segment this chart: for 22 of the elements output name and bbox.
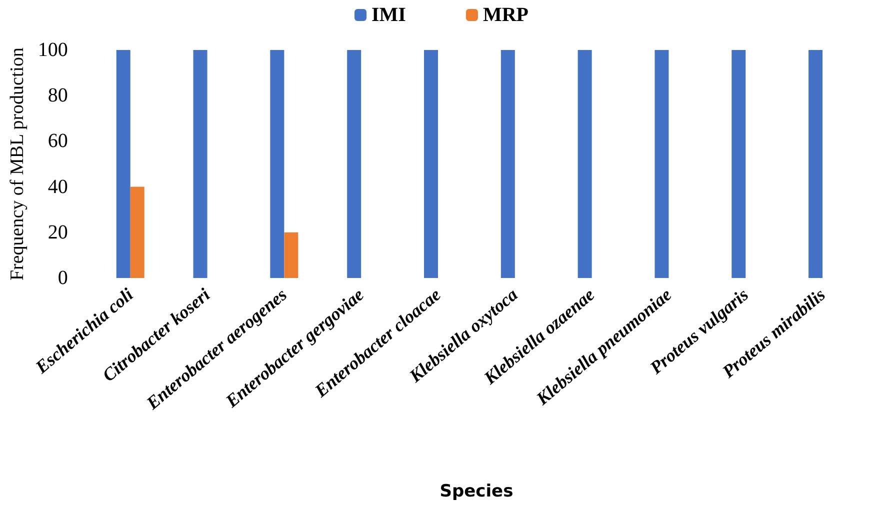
bar <box>130 186 144 278</box>
bar <box>347 50 362 278</box>
y-tick-label: 40 <box>48 176 68 198</box>
bar <box>116 50 130 278</box>
bar <box>270 50 284 278</box>
bar <box>732 50 746 278</box>
bar <box>500 50 515 278</box>
legend-label: MRP <box>482 4 528 26</box>
y-tick-label: 0 <box>58 267 68 289</box>
bar <box>284 232 298 278</box>
bar <box>578 50 592 278</box>
y-axis-title: Frequency of MBL production <box>7 46 28 281</box>
y-tick-label: 60 <box>48 130 68 152</box>
y-tick-label: 100 <box>38 39 68 61</box>
bar <box>193 50 208 278</box>
legend-label: IMI <box>372 4 406 26</box>
y-tick-label: 80 <box>48 84 68 107</box>
bar <box>808 50 823 278</box>
bar <box>654 50 669 278</box>
y-tick-label: 20 <box>48 221 68 244</box>
x-axis-title: Species <box>440 482 514 502</box>
bar <box>424 50 438 278</box>
